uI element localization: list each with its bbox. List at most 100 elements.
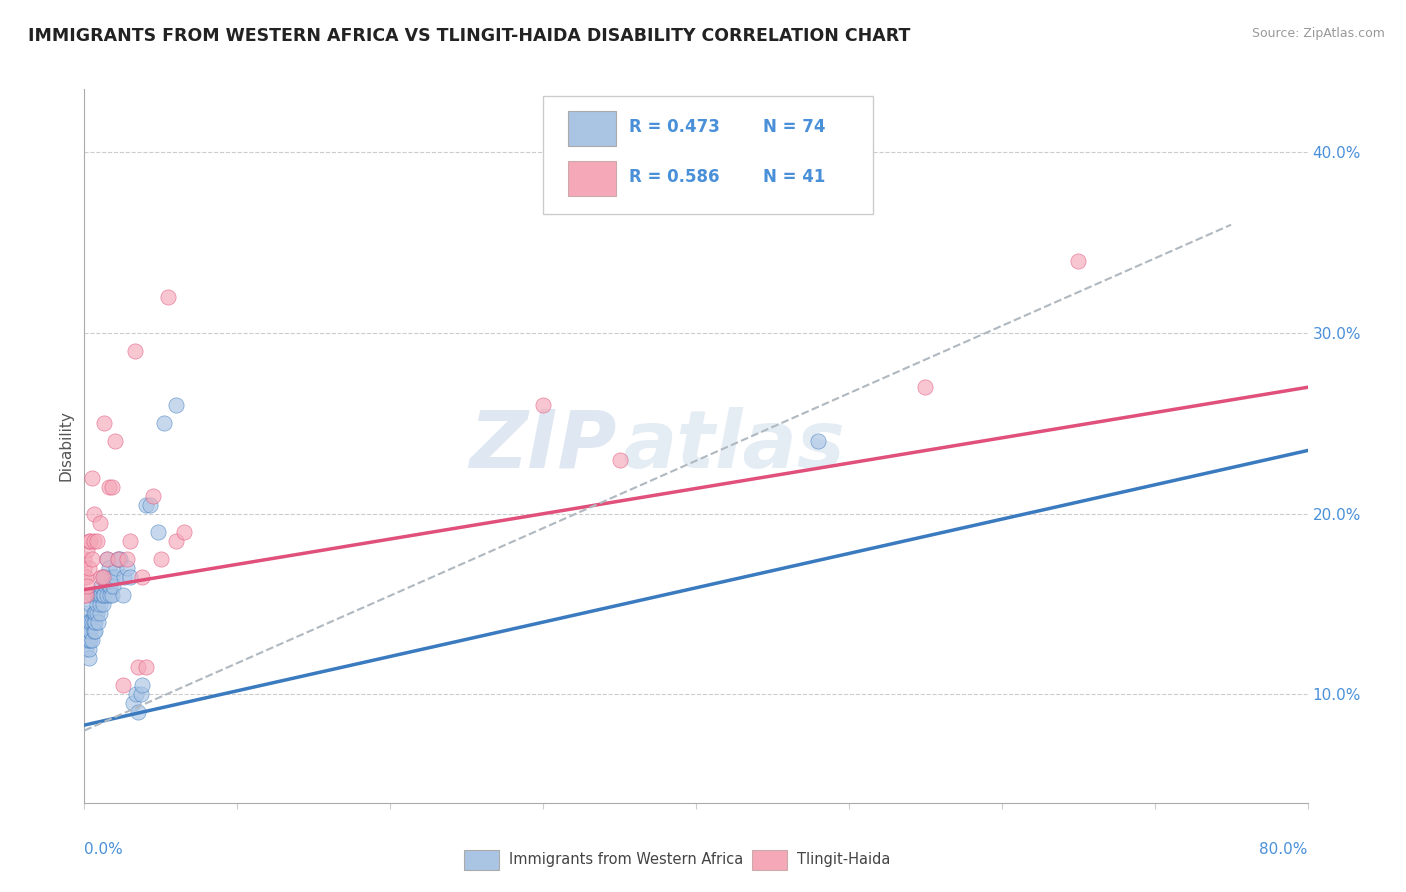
Point [83,606,105,620]
Point [94,579,117,593]
Point [914,380,936,394]
Point [76,615,98,629]
Point [93,588,115,602]
Point [83,507,105,521]
Point [89,597,111,611]
Point [76,624,98,639]
Point [112,570,135,584]
Point [142,489,165,503]
Point [97,561,120,575]
Point [79,615,101,629]
Point [73,633,96,648]
Point [157,290,180,304]
Point [77,633,100,648]
Point [80,633,103,648]
Point [120,570,142,584]
Point [609,452,631,467]
Point [1067,253,1090,268]
Point [93,570,115,584]
Point [75,642,97,657]
Point [84,606,107,620]
Point [73,552,96,566]
Point [77,624,100,639]
Point [86,606,108,620]
Point [73,570,96,584]
Text: 80.0%: 80.0% [1260,842,1308,857]
Point [107,552,129,566]
Point [76,633,98,648]
Point [83,533,105,548]
Point [76,606,98,620]
Point [131,570,153,584]
Point [96,552,118,566]
Point [115,552,138,566]
Point [104,434,127,449]
Point [90,588,112,602]
Text: Tlingit-Haida: Tlingit-Haida [797,853,890,867]
Point [80,470,103,484]
Point [75,615,97,629]
Point [91,588,114,602]
Text: N = 41: N = 41 [763,168,825,186]
Point [153,417,176,431]
Point [135,498,157,512]
Point [98,588,121,602]
Point [108,552,131,566]
Point [173,524,195,539]
Text: N = 74: N = 74 [763,118,825,136]
Point [807,434,830,449]
Point [122,697,145,711]
Point [87,588,110,602]
Point [135,660,157,674]
FancyBboxPatch shape [568,111,616,146]
Point [75,588,97,602]
Point [73,561,96,575]
Point [76,579,98,593]
Point [75,570,97,584]
FancyBboxPatch shape [568,161,616,196]
Point [80,588,103,602]
Point [83,615,105,629]
Point [97,480,120,494]
Point [91,570,114,584]
Point [84,615,107,629]
Point [86,588,108,602]
Point [76,542,98,557]
Point [90,579,112,593]
Point [77,533,100,548]
Point [77,651,100,665]
Point [165,533,187,548]
Text: 0.0%: 0.0% [84,842,124,857]
Text: R = 0.473: R = 0.473 [628,118,720,136]
Point [84,624,107,639]
Point [80,552,103,566]
Text: IMMIGRANTS FROM WESTERN AFRICA VS TLINGIT-HAIDA DISABILITY CORRELATION CHART: IMMIGRANTS FROM WESTERN AFRICA VS TLINGI… [28,27,911,45]
Point [115,561,138,575]
Point [531,398,554,412]
Point [73,615,96,629]
Point [96,552,118,566]
Point [79,633,101,648]
Point [127,706,149,720]
Point [75,633,97,648]
Point [101,588,124,602]
Y-axis label: Disability: Disability [58,410,73,482]
Point [75,624,97,639]
Point [89,516,111,530]
Point [86,533,108,548]
Point [105,561,128,575]
Point [89,588,111,602]
Text: R = 0.586: R = 0.586 [628,168,720,186]
Point [87,615,110,629]
Point [101,570,124,584]
Point [77,561,100,575]
Point [129,687,152,701]
Point [125,687,148,701]
Point [90,570,112,584]
Point [93,417,115,431]
Point [79,533,101,548]
Point [124,344,146,359]
Point [77,642,100,657]
Point [86,597,108,611]
Point [91,570,114,584]
